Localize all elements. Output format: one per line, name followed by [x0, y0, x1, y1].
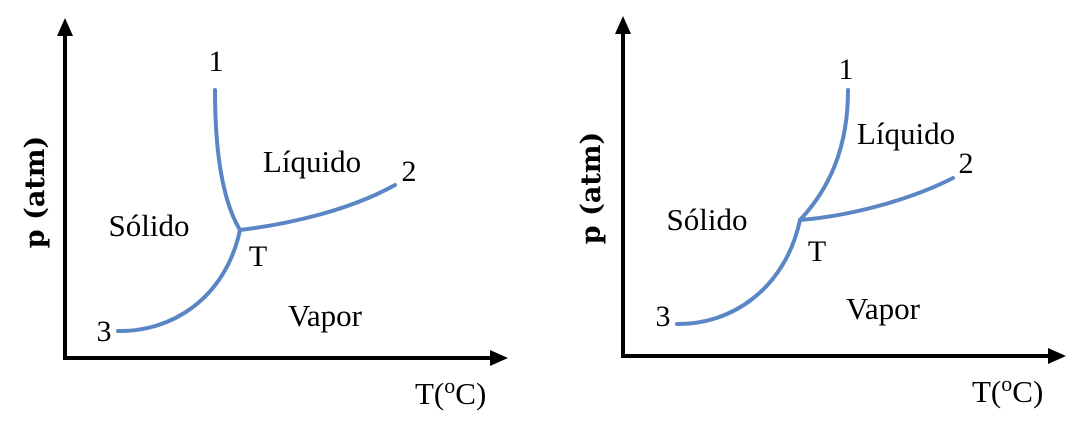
point-3-label: 3: [656, 300, 671, 333]
triple-point-label: T: [808, 235, 826, 268]
triple-point-label: T: [249, 240, 267, 273]
x-axis-arrowhead: [1048, 348, 1066, 364]
region-solid-label: Sólido: [667, 202, 748, 237]
y-axis-arrowhead: [57, 18, 73, 36]
vaporization-curve: [238, 183, 397, 232]
x-axis-label-main: T(: [415, 376, 444, 411]
sublimation-curve: [116, 228, 242, 334]
region-liquid-label: Líquido: [857, 116, 955, 151]
vaporization-curve: [798, 176, 955, 222]
point-2-label: 2: [402, 155, 417, 188]
x-axis-label-sup: o: [444, 373, 455, 398]
x-axis-arrowhead: [490, 350, 508, 366]
point-1-label: 1: [839, 53, 854, 86]
x-axis-label-end: C): [1012, 374, 1043, 409]
fusion-curve: [213, 88, 242, 232]
phase-diagram-right: p (atm) T(oC) 1 2 3 T Sólido Líquido Vap…: [576, 16, 1066, 409]
y-axis-label: p (atm): [20, 136, 51, 248]
x-axis-label: T(oC): [972, 371, 1043, 409]
x-axis-label-end: C): [455, 376, 486, 411]
x-axis-label: T(oC): [415, 373, 486, 411]
region-solid-label: Sólido: [109, 208, 190, 243]
y-axis-label: p (atm): [576, 132, 607, 244]
region-vapor-label: Vapor: [846, 291, 921, 326]
region-liquid-label: Líquido: [263, 144, 361, 179]
x-axis-label-sup: o: [1001, 371, 1012, 396]
point-3-label: 3: [97, 315, 112, 348]
fusion-curve: [798, 88, 850, 222]
point-2-label: 2: [959, 147, 974, 180]
point-1-label: 1: [209, 45, 224, 78]
x-axis-label-main: T(: [972, 374, 1001, 409]
y-axis-arrowhead: [615, 16, 631, 34]
region-vapor-label: Vapor: [288, 298, 363, 333]
sublimation-curve: [675, 218, 802, 327]
phase-diagram-left: p (atm) T(oC) 1 2 3 T Sólido Líquido Vap…: [20, 18, 508, 411]
